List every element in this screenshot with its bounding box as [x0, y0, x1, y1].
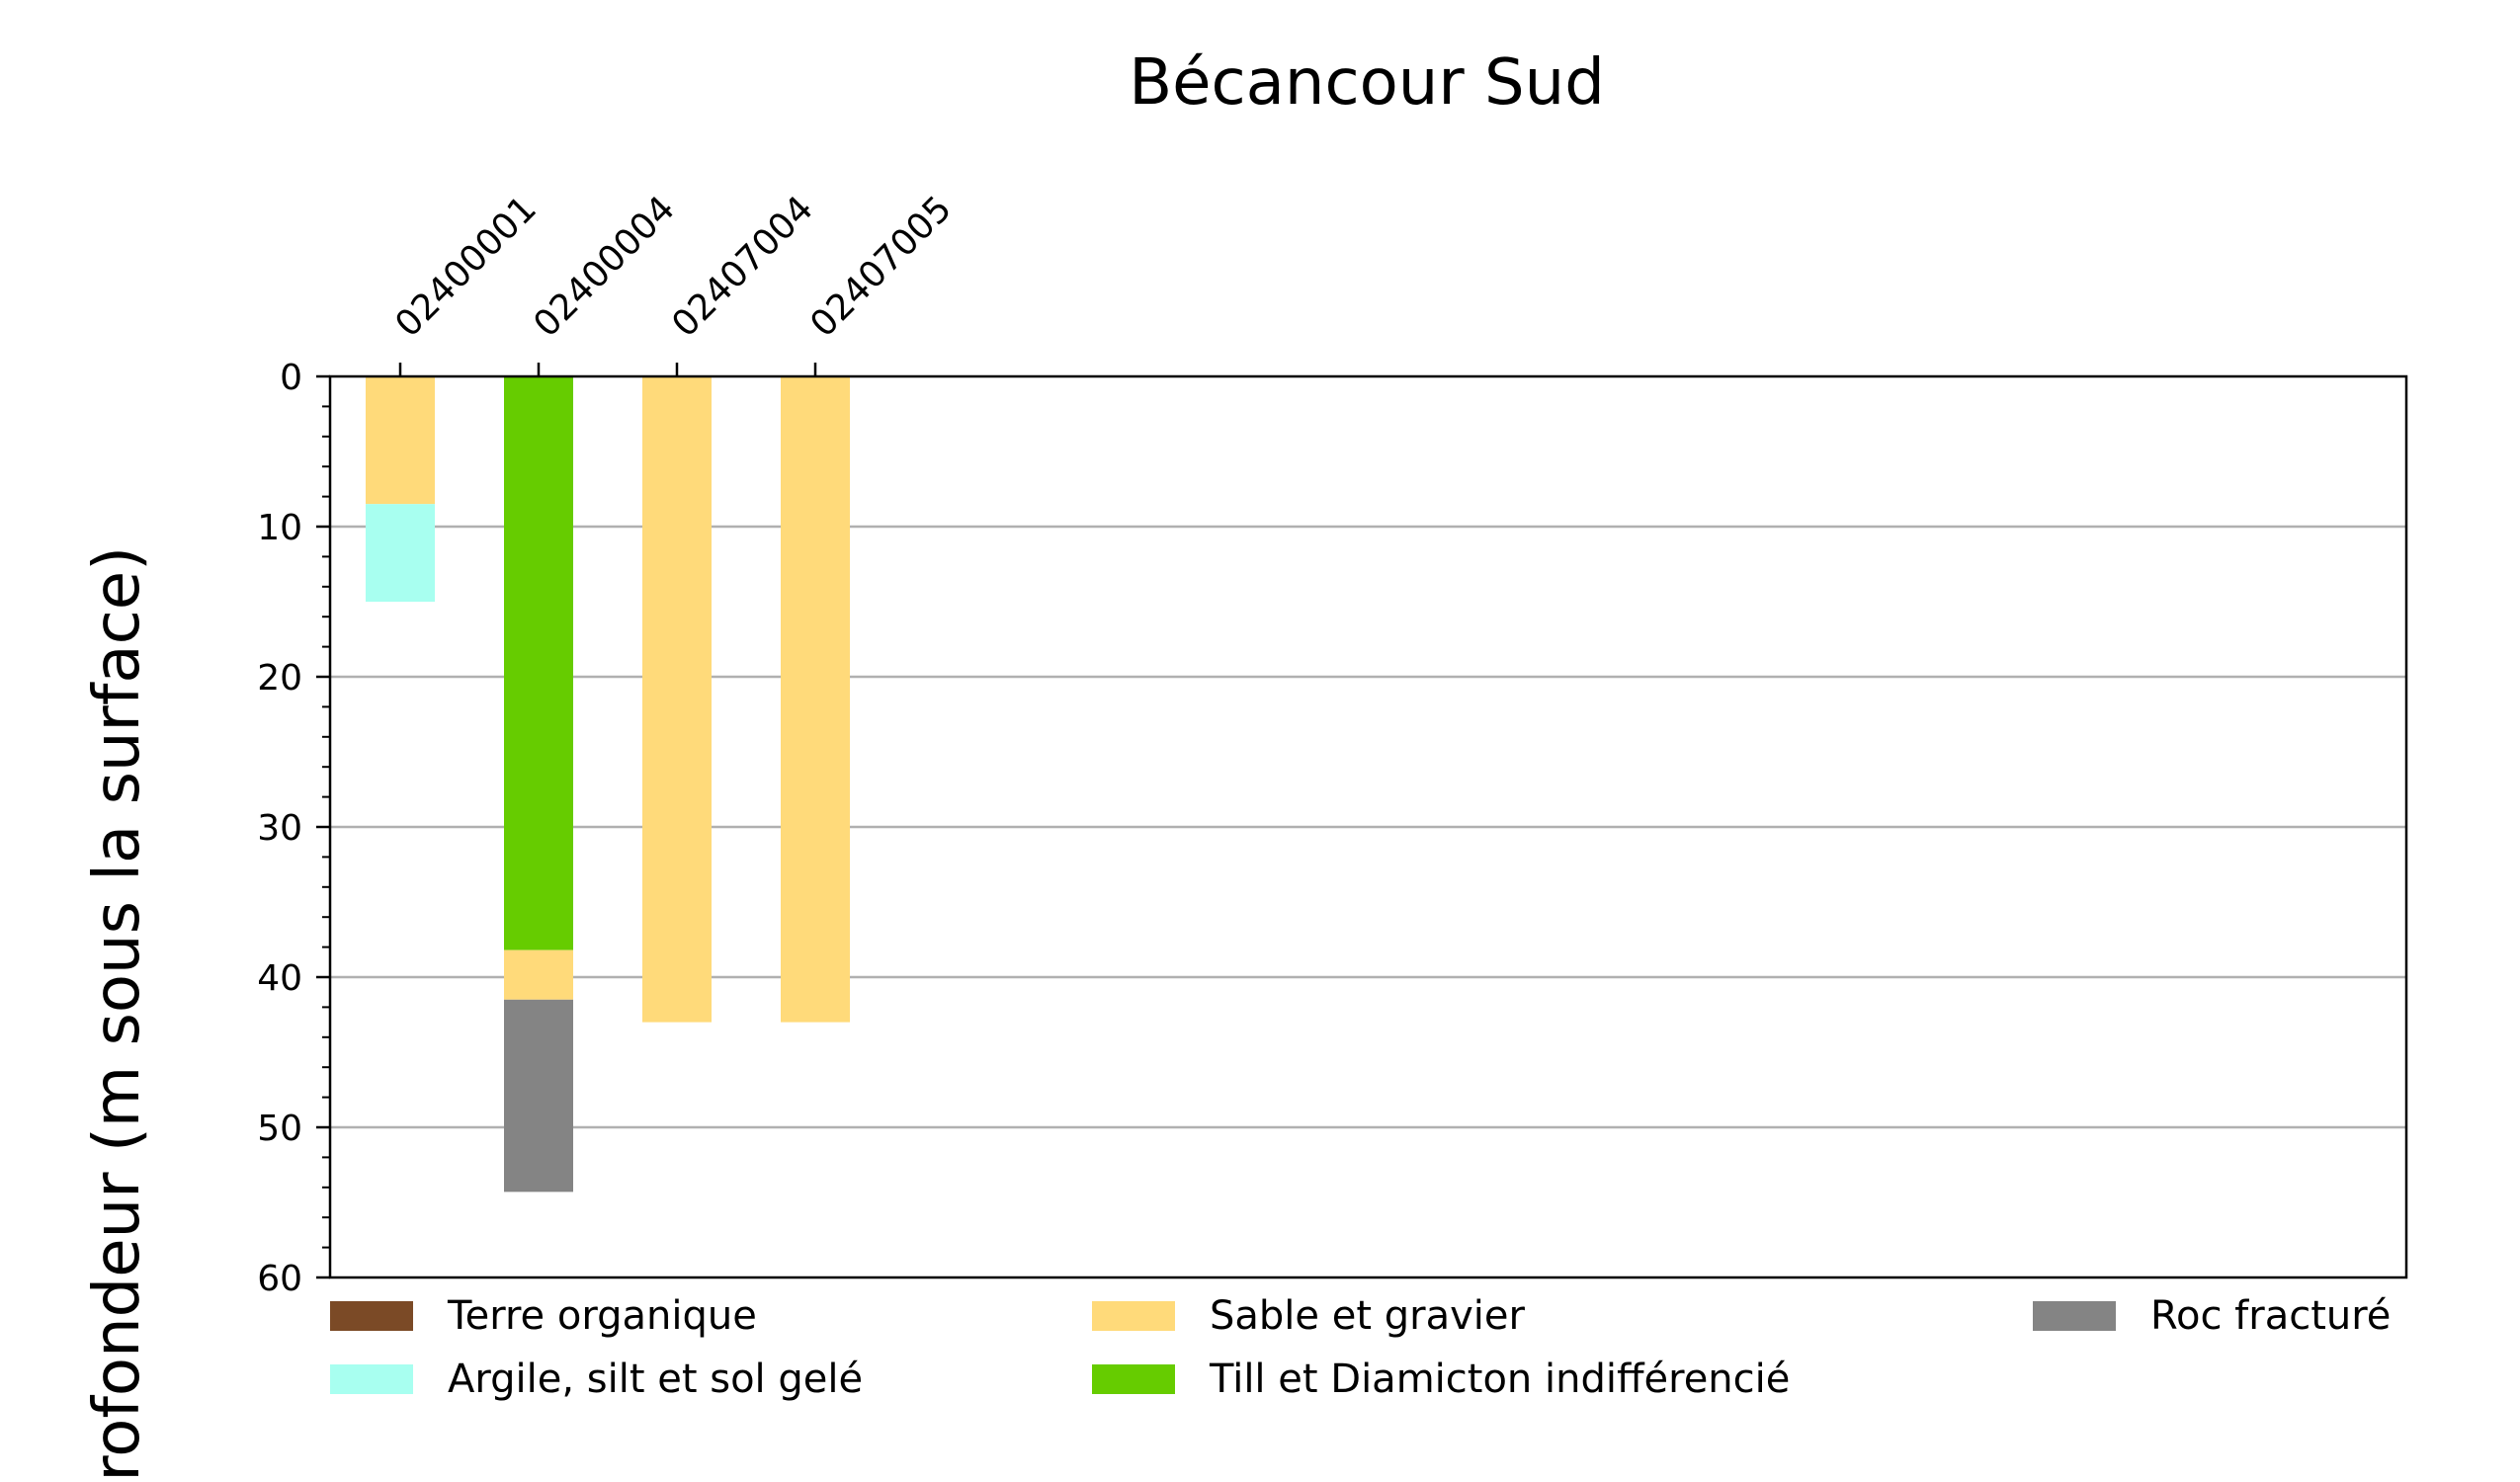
- chart-title: Bécancour Sud: [1129, 46, 1605, 120]
- legend-swatch: [2033, 1301, 2116, 1331]
- y-tick-label: 0: [280, 358, 302, 398]
- layer-bar: [366, 504, 435, 602]
- legend-label: Till et Diamicton indifférencié: [1209, 1357, 1790, 1402]
- layer-bar: [504, 949, 573, 1000]
- y-tick-label: 60: [257, 1259, 302, 1299]
- gridlines: [330, 525, 2406, 1129]
- y-axis-ticks: 0 10 20 30 40 50 60: [257, 358, 330, 1299]
- layer-bar: [504, 999, 573, 1193]
- legend-swatch: [1092, 1364, 1175, 1394]
- x-tick-label: 02407005: [802, 189, 960, 346]
- legend-swatch: [330, 1364, 413, 1394]
- legend-label: Argile, silt et sol gelé: [448, 1357, 863, 1402]
- legend-label: Terre organique: [447, 1293, 757, 1339]
- y-tick-label: 40: [257, 958, 302, 999]
- x-tick-label: 02400004: [526, 189, 683, 346]
- y-tick-label: 10: [257, 508, 302, 548]
- x-tick-label: 02400001: [387, 189, 545, 346]
- legend-item: Argile, silt et sol gelé: [330, 1357, 863, 1402]
- legend-item: Sable et gravier: [1092, 1293, 1525, 1339]
- layer-bar: [504, 376, 573, 950]
- legend: Terre organique Sable et gravier Roc fract…: [330, 1293, 2391, 1402]
- y-tick-label: 50: [257, 1109, 302, 1149]
- y-tick-label: 20: [257, 658, 302, 699]
- legend-swatch: [330, 1301, 413, 1331]
- legend-item: Till et Diamicton indifférencié: [1092, 1357, 1790, 1402]
- layer-bar: [642, 376, 712, 1023]
- x-tick-label: 02407004: [664, 189, 821, 346]
- layer-bar: [366, 376, 435, 505]
- layer-bar: [781, 376, 850, 1023]
- bars: [366, 376, 850, 1193]
- legend-label: Roc fracturé: [2150, 1293, 2391, 1339]
- y-axis-label: Profondeur (m sous la surface): [81, 546, 154, 1482]
- legend-item: Terre organique: [330, 1293, 757, 1339]
- legend-swatch: [1092, 1301, 1175, 1331]
- legend-item: Roc fracturé: [2033, 1293, 2391, 1339]
- y-tick-label: 30: [257, 808, 302, 849]
- legend-label: Sable et gravier: [1210, 1293, 1525, 1339]
